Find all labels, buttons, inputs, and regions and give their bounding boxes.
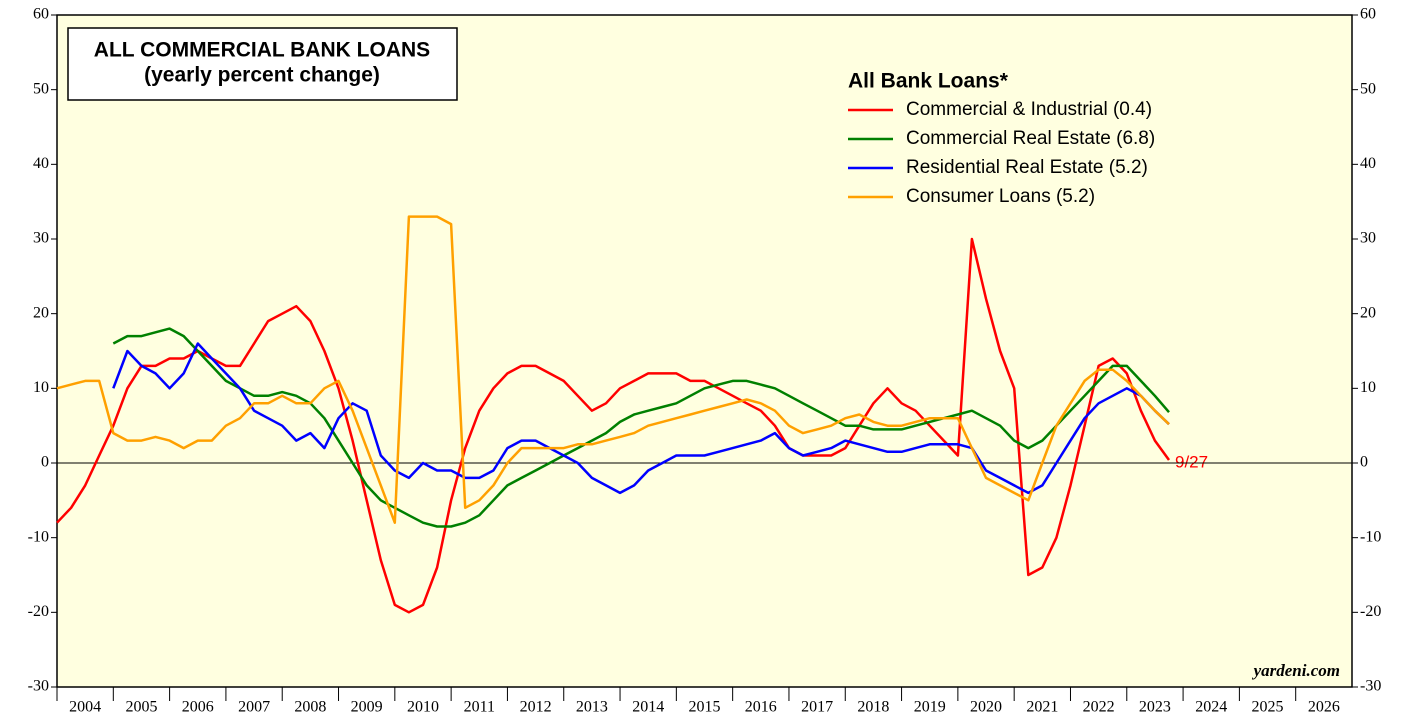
chart-title: ALL COMMERCIAL BANK LOANS [94, 39, 430, 62]
y-tick-label: -10 [28, 528, 49, 545]
plot-area [56, 14, 1353, 688]
y2-tick-label: -20 [1360, 603, 1381, 620]
date-annotation: 9/27 [1175, 452, 1208, 471]
y2-tick-label: -10 [1360, 528, 1381, 545]
legend-label: Commercial Real Estate (6.8) [906, 128, 1155, 149]
x-tick-label: 2022 [1083, 699, 1115, 716]
x-tick-label: 2024 [1195, 699, 1227, 716]
x-tick-label: 2010 [407, 699, 439, 716]
legend-title: All Bank Loans* [848, 70, 1009, 93]
y-tick-label: 30 [33, 230, 49, 247]
y-tick-label: 40 [33, 155, 49, 172]
y2-tick-label: 60 [1360, 6, 1376, 23]
source-label: yardeni.com [1252, 661, 1340, 680]
x-tick-label: 2008 [294, 699, 326, 716]
series-line [112, 327, 1170, 528]
x-tick-label: 2012 [520, 699, 552, 716]
y-tick-label: 10 [33, 379, 49, 396]
y2-tick-label: 10 [1360, 379, 1376, 396]
x-tick-label: 2026 [1308, 699, 1340, 716]
y2-tick-label: -30 [1360, 678, 1381, 695]
legend-label: Residential Real Estate (5.2) [906, 157, 1148, 178]
x-tick-label: 2018 [857, 699, 889, 716]
x-tick-label: 2019 [914, 699, 946, 716]
x-tick-label: 2015 [689, 699, 721, 716]
chart-subtitle: (yearly percent change) [144, 64, 380, 87]
y-tick-label: 20 [33, 304, 49, 321]
x-tick-label: 2014 [632, 699, 664, 716]
x-tick-label: 2005 [125, 699, 157, 716]
title-box [67, 27, 458, 101]
x-tick-label: 2011 [464, 699, 495, 716]
y2-tick-label: 20 [1360, 304, 1376, 321]
x-tick-label: 2021 [1026, 699, 1058, 716]
x-tick-label: 2004 [69, 699, 101, 716]
x-tick-label: 2009 [351, 699, 383, 716]
x-tick-label: 2017 [801, 699, 833, 716]
x-tick-label: 2007 [238, 699, 270, 716]
x-tick-label: 2023 [1139, 699, 1171, 716]
y-tick-label: -20 [28, 603, 49, 620]
y2-tick-label: 30 [1360, 230, 1376, 247]
y2-tick-label: 50 [1360, 80, 1376, 97]
x-tick-label: 2016 [745, 699, 777, 716]
x-tick-label: 2025 [1252, 699, 1284, 716]
series-line [56, 215, 1170, 524]
legend-label: Commercial & Industrial (0.4) [906, 99, 1152, 120]
y-tick-label: 60 [33, 6, 49, 23]
x-tick-label: 2020 [970, 699, 1002, 716]
legend-label: Consumer Loans (5.2) [906, 186, 1095, 207]
x-tick-label: 2013 [576, 699, 608, 716]
y2-tick-label: 40 [1360, 155, 1376, 172]
y-tick-label: 50 [33, 80, 49, 97]
y2-tick-label: 0 [1360, 454, 1368, 471]
series-line [56, 237, 1171, 614]
x-tick-label: 2006 [182, 699, 214, 716]
y-tick-label: 0 [41, 454, 49, 471]
y-tick-label: -30 [28, 678, 49, 695]
series-line [112, 342, 1170, 495]
